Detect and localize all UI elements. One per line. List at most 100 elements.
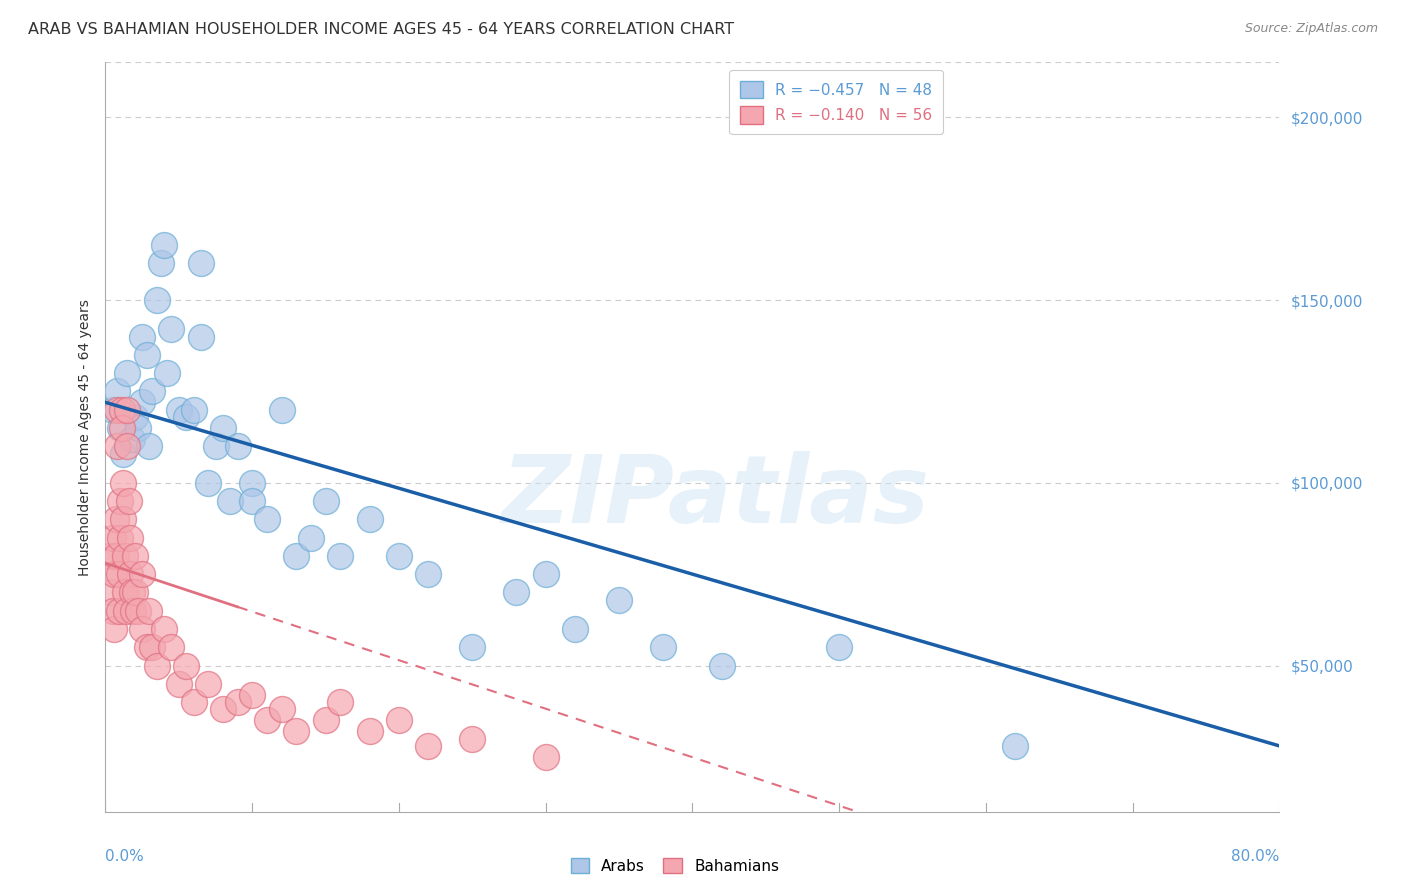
Text: ZIPatlas: ZIPatlas — [502, 451, 929, 543]
Point — [100, 585, 122, 599]
Point — [112, 475, 135, 490]
Point — [270, 402, 292, 417]
Point — [127, 421, 149, 435]
Point — [138, 439, 160, 453]
Point — [607, 592, 630, 607]
Point — [153, 238, 176, 252]
Point — [359, 724, 381, 739]
Point — [101, 402, 124, 417]
Point — [359, 512, 381, 526]
Point — [108, 494, 131, 508]
Point — [101, 531, 124, 545]
Point — [150, 256, 173, 270]
Point — [121, 585, 143, 599]
Point — [505, 585, 527, 599]
Text: Source: ZipAtlas.com: Source: ZipAtlas.com — [1244, 22, 1378, 36]
Point — [167, 677, 190, 691]
Point — [131, 395, 153, 409]
Point — [114, 549, 136, 563]
Point — [112, 512, 135, 526]
Point — [156, 366, 179, 380]
Point — [131, 567, 153, 582]
Point — [256, 512, 278, 526]
Point — [461, 731, 484, 746]
Point — [115, 604, 138, 618]
Point — [117, 402, 139, 417]
Point — [315, 714, 337, 728]
Point — [226, 439, 249, 453]
Point — [418, 567, 440, 582]
Point — [461, 640, 484, 655]
Point — [285, 724, 308, 739]
Point — [418, 739, 440, 753]
Point — [534, 567, 557, 582]
Point — [103, 622, 125, 636]
Point — [108, 531, 131, 545]
Point — [114, 585, 136, 599]
Point — [124, 549, 146, 563]
Text: 80.0%: 80.0% — [1232, 849, 1279, 864]
Point — [652, 640, 675, 655]
Point — [183, 402, 205, 417]
Point — [190, 256, 212, 270]
Text: ARAB VS BAHAMIAN HOUSEHOLDER INCOME AGES 45 - 64 YEARS CORRELATION CHART: ARAB VS BAHAMIAN HOUSEHOLDER INCOME AGES… — [28, 22, 734, 37]
Point — [135, 348, 157, 362]
Point — [160, 640, 183, 655]
Point — [101, 604, 124, 618]
Point — [146, 658, 169, 673]
Point — [141, 640, 163, 655]
Point — [197, 677, 219, 691]
Point — [240, 475, 263, 490]
Point — [564, 622, 586, 636]
Point — [211, 421, 233, 435]
Point — [103, 567, 125, 582]
Point — [256, 714, 278, 728]
Point — [120, 567, 142, 582]
Point — [329, 549, 352, 563]
Point — [174, 658, 197, 673]
Point — [105, 439, 128, 453]
Point — [240, 688, 263, 702]
Point — [315, 494, 337, 508]
Point — [146, 293, 169, 307]
Point — [211, 702, 233, 716]
Y-axis label: Householder Income Ages 45 - 64 years: Householder Income Ages 45 - 64 years — [77, 299, 91, 575]
Point — [112, 446, 135, 460]
Point — [153, 622, 176, 636]
Point — [104, 512, 127, 526]
Point — [131, 329, 153, 343]
Point — [118, 494, 141, 508]
Point — [105, 384, 128, 399]
Point — [98, 549, 121, 563]
Point — [299, 531, 322, 545]
Point — [107, 604, 129, 618]
Point — [141, 384, 163, 399]
Legend: R = −0.457   N = 48, R = −0.140   N = 56: R = −0.457 N = 48, R = −0.140 N = 56 — [730, 70, 943, 135]
Point — [190, 329, 212, 343]
Point — [107, 567, 129, 582]
Point — [121, 432, 143, 446]
Text: 0.0%: 0.0% — [105, 849, 145, 864]
Point — [108, 421, 131, 435]
Point — [120, 531, 142, 545]
Point — [160, 322, 183, 336]
Point — [110, 421, 132, 435]
Point — [124, 585, 146, 599]
Point — [204, 439, 226, 453]
Point — [285, 549, 308, 563]
Point — [135, 640, 157, 655]
Point — [388, 714, 411, 728]
Point — [828, 640, 851, 655]
Point — [183, 695, 205, 709]
Point — [124, 409, 146, 424]
Point — [117, 439, 139, 453]
Point — [534, 750, 557, 764]
Point — [226, 695, 249, 709]
Point — [105, 402, 128, 417]
Point — [1004, 739, 1026, 753]
Point — [110, 402, 132, 417]
Point — [388, 549, 411, 563]
Point — [138, 604, 160, 618]
Point — [167, 402, 190, 417]
Legend: Arabs, Bahamians: Arabs, Bahamians — [565, 852, 785, 880]
